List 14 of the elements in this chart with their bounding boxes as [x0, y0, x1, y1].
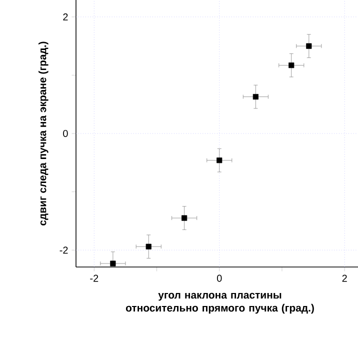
point	[216, 158, 222, 164]
point	[306, 43, 312, 49]
y-axis-title: сдвиг следа пучка на экране (град.)	[38, 42, 48, 226]
y-tick-label: 0	[63, 130, 68, 138]
point	[182, 215, 188, 221]
x-tick-label: -2	[90, 274, 98, 282]
y-tick-label: 2	[63, 13, 68, 20]
x-tick-label: 0	[216, 274, 222, 282]
point	[146, 244, 152, 250]
x-tick-label: 2	[342, 274, 347, 282]
point	[252, 94, 258, 100]
point	[288, 62, 294, 68]
y-tick-label: -2	[60, 246, 68, 254]
x-axis-title: угол наклона пластины относительно прямого пучка (град.)	[126, 292, 314, 314]
